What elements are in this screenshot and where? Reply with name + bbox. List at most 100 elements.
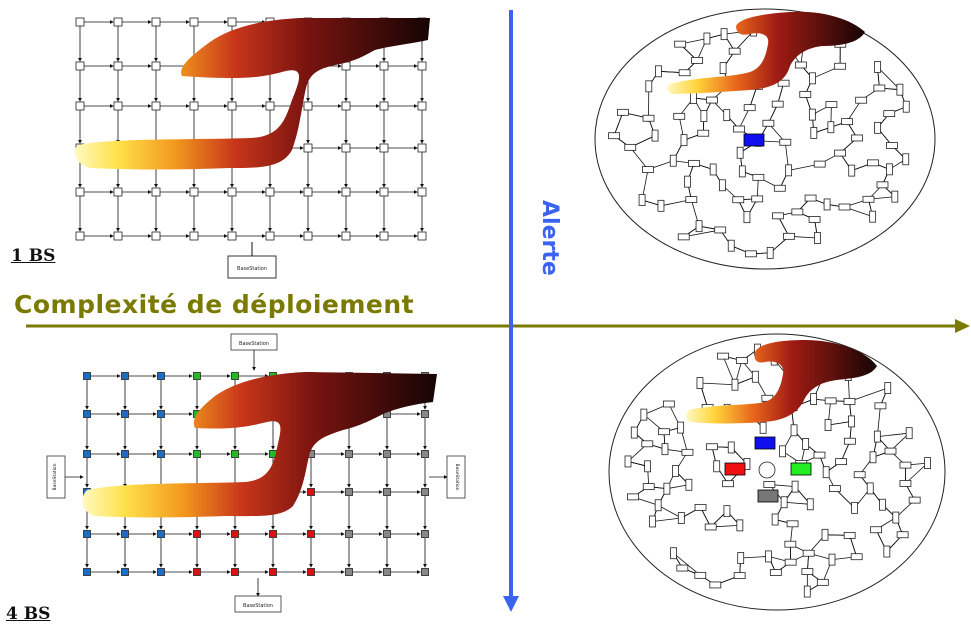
network-link [699,382,736,387]
sensor-node [902,100,910,113]
sensor-node [227,231,237,241]
sensor-node [843,437,856,445]
sensor-node [786,520,799,528]
sensor-node [691,57,704,64]
sensor-node [803,585,811,598]
sensor-node [627,493,639,501]
sensor-node [417,187,427,197]
sensor-node [714,226,727,234]
sensor-node [855,96,868,104]
sensor-node [341,187,351,197]
sensor-node [736,146,744,159]
sensor-node [193,450,201,458]
network-link [848,534,858,557]
sensor-node [379,61,389,71]
base-station-hub-blue [743,133,765,147]
base-station-hub-red [724,462,746,476]
sensor-node [703,32,711,45]
sensor-node [879,498,886,511]
sensor-node [83,372,91,380]
sensor-node [862,195,875,203]
sensor-node [762,119,775,127]
sensor-node [681,448,694,456]
sensor-node [873,84,886,92]
sensor-node [784,540,797,548]
sensor-node [732,196,745,204]
sensor-node [821,528,829,541]
sensor-node [231,530,239,538]
sensor-node [265,231,275,241]
sensor-node [303,143,313,153]
one-bs-label: 1 BS [11,246,56,266]
sensor-node [658,428,670,436]
sensor-node [752,173,765,181]
sensor-node [421,530,429,538]
sensor-node [719,62,727,75]
sensor-node [417,61,427,71]
sensor-node [841,118,853,126]
sensor-node [899,461,912,469]
sensor-node [814,232,821,244]
sensor-node [891,190,899,203]
sensor-node [745,250,757,258]
sensor-node [883,110,896,118]
sensor-node [825,101,838,108]
network-link [840,441,851,463]
network-link [876,432,910,439]
sensor-node [723,109,731,122]
sensor-node [722,480,734,488]
alert-label: Alerte [537,200,562,276]
base-station-box-bottom [234,595,282,613]
sensor-node [677,233,690,241]
sensor-node [827,121,835,134]
network-link [738,107,751,130]
sensor-node [417,101,427,111]
sensor-node [783,232,795,240]
sensor-node [657,199,665,212]
sensor-node [780,496,788,509]
sensor-node [680,134,688,147]
base-station-box-left [46,455,66,499]
sensor-node [303,101,313,111]
sensor-node [772,212,784,220]
sensor-node [834,149,846,157]
sensor-node [189,101,199,111]
sensor-node [75,187,85,197]
sensor-node [873,430,881,443]
sensor-node [640,408,648,421]
base-station-label-left: BaseStation [52,463,58,490]
sensor-node [771,513,779,526]
sensor-node [379,101,389,111]
sensor-node [905,427,913,440]
sensor-node [651,129,659,142]
sensor-node [838,203,851,211]
sensor-node [75,61,85,71]
sensor-node [706,443,718,451]
sensor-node [231,372,239,380]
sensor-node [773,184,786,192]
sensor-node [738,165,746,178]
sensor-node [751,370,759,383]
sensor-node [75,101,85,111]
sensor-node [700,110,708,122]
sensor-node [121,568,129,576]
sensor-node [869,451,877,464]
sensor-node [802,438,810,450]
sensor-node [157,410,165,418]
sensor-node [121,410,129,418]
network-link [740,554,770,559]
sensor-node [779,138,792,146]
sensor-node [779,445,787,458]
sensor-node [884,447,897,455]
sensor-node [813,160,826,168]
sensor-node [835,458,847,466]
sensor-node [231,568,239,576]
sensor-node [850,553,863,561]
base-station-hub-gray [757,489,779,503]
sensor-node [677,421,685,434]
sensor-node [307,488,315,496]
sensor-node [189,17,199,27]
sensor-node [383,568,391,576]
sensor-node [670,547,677,560]
sensor-node [848,164,856,177]
